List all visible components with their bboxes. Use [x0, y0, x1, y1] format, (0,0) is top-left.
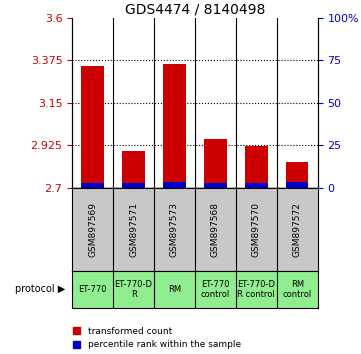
Text: GSM897569: GSM897569 — [88, 202, 97, 257]
Text: GSM897573: GSM897573 — [170, 202, 179, 257]
Text: RM: RM — [168, 285, 181, 294]
Text: ET-770-D
R control: ET-770-D R control — [237, 280, 275, 299]
Bar — [163, 182, 186, 188]
Text: protocol ▶: protocol ▶ — [15, 284, 65, 295]
Text: GSM897568: GSM897568 — [211, 202, 220, 257]
Text: RM
control: RM control — [283, 280, 312, 299]
Text: GSM897571: GSM897571 — [129, 202, 138, 257]
Bar — [204, 183, 227, 188]
Text: ET-770-D
R: ET-770-D R — [114, 280, 153, 299]
Bar — [286, 182, 308, 188]
Bar — [82, 183, 104, 188]
Text: ET-770: ET-770 — [78, 285, 107, 294]
Bar — [286, 162, 308, 188]
Text: GSM897572: GSM897572 — [293, 202, 302, 257]
Text: GSM897570: GSM897570 — [252, 202, 261, 257]
Bar — [122, 151, 145, 188]
Text: ET-770
control: ET-770 control — [201, 280, 230, 299]
Bar — [82, 66, 104, 188]
Title: GDS4474 / 8140498: GDS4474 / 8140498 — [125, 2, 265, 17]
Bar — [204, 138, 227, 188]
Bar — [245, 146, 268, 188]
Bar — [122, 183, 145, 188]
Bar — [163, 64, 186, 188]
Bar — [245, 183, 268, 188]
Legend: transformed count, percentile rank within the sample: transformed count, percentile rank withi… — [73, 327, 241, 349]
